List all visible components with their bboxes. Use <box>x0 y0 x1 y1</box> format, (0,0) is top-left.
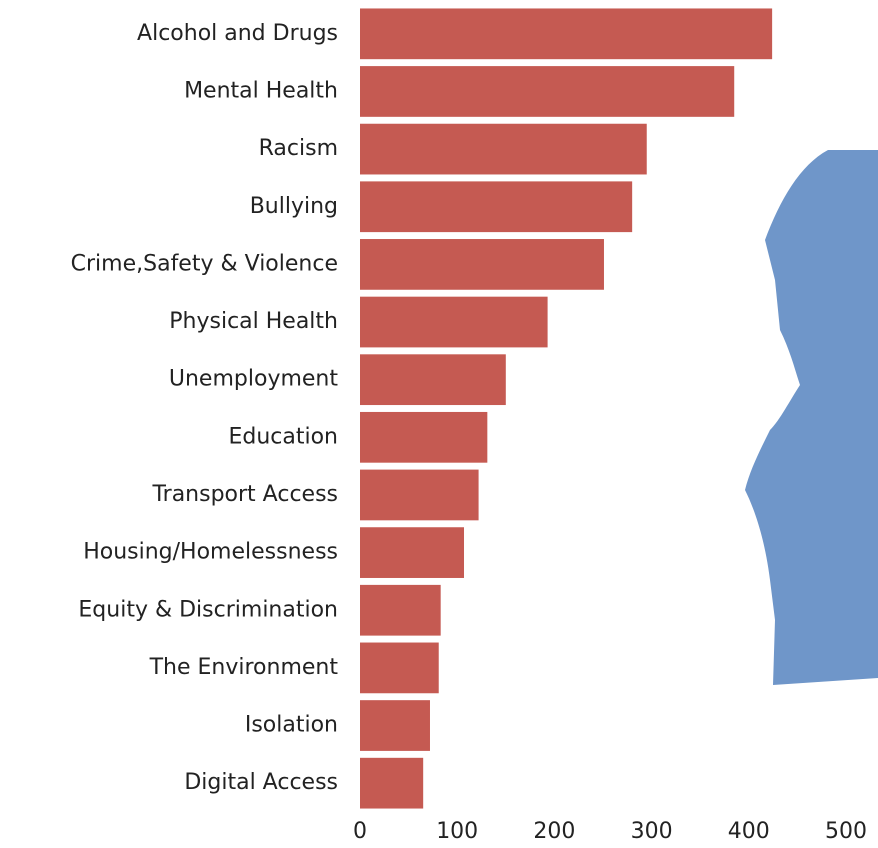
x-tick-label: 400 <box>728 819 770 844</box>
x-tick-label: 0 <box>353 819 367 844</box>
y-tick-label: Physical Health <box>169 309 338 334</box>
y-tick-label: Alcohol and Drugs <box>137 21 338 46</box>
x-tick-label: 500 <box>825 819 867 844</box>
bar <box>360 700 430 751</box>
bar <box>360 123 647 175</box>
y-tick-label: Equity & Discrimination <box>78 597 338 622</box>
y-tick-label: Housing/Homelessness <box>83 540 338 565</box>
y-tick-label: Unemployment <box>169 367 338 392</box>
y-tick-label: Digital Access <box>184 770 338 795</box>
y-tick-label: Racism <box>259 136 338 161</box>
bar <box>360 527 465 578</box>
bar <box>360 584 441 636</box>
y-tick-label: The Environment <box>149 655 339 680</box>
bar <box>360 66 735 117</box>
x-tick-label: 300 <box>631 819 673 844</box>
bar <box>360 757 424 809</box>
head-silhouette <box>745 150 878 685</box>
y-tick-label: Mental Health <box>184 78 338 103</box>
bar <box>360 8 773 60</box>
bar <box>360 181 633 233</box>
y-tick-label: Transport Access <box>151 482 338 507</box>
bar <box>360 411 488 463</box>
y-tick-label: Education <box>228 424 338 449</box>
y-tick-label: Isolation <box>245 713 338 738</box>
y-tick-label: Crime,Safety & Violence <box>71 251 338 276</box>
bar <box>360 239 604 290</box>
bar <box>360 469 479 521</box>
x-tick-label: 100 <box>436 819 478 844</box>
x-tick-label: 200 <box>533 819 575 844</box>
bar <box>360 642 439 694</box>
bar <box>360 296 548 348</box>
bar <box>360 354 506 406</box>
y-tick-label: Bullying <box>250 194 338 219</box>
